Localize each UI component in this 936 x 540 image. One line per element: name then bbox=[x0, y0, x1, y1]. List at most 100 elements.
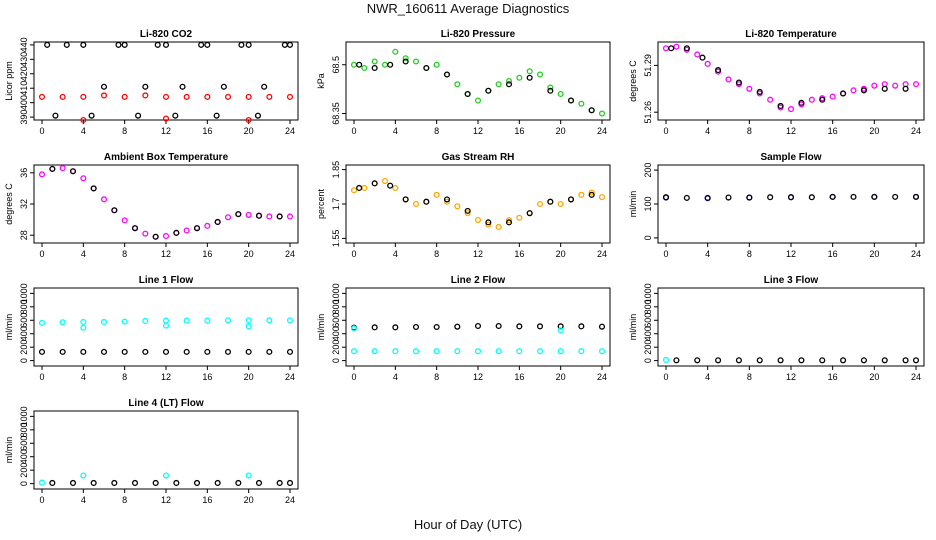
y-tick-label: 400 bbox=[19, 95, 29, 110]
y-tick-label: 1.7 bbox=[331, 198, 341, 211]
y-tick-label: 68.35 bbox=[331, 102, 341, 125]
y-axis-label: degrees C bbox=[4, 183, 14, 225]
x-tick-label: 24 bbox=[285, 249, 295, 259]
x-tick-label: 24 bbox=[911, 126, 921, 136]
data-point bbox=[59, 165, 66, 172]
data-point bbox=[662, 45, 670, 52]
data-point bbox=[881, 85, 888, 92]
x-tick-label: 0 bbox=[663, 249, 668, 259]
data-point bbox=[173, 229, 180, 236]
y-tick-label: 1000 bbox=[331, 283, 341, 303]
plot-frame bbox=[33, 41, 299, 121]
data-point bbox=[850, 193, 857, 200]
x-tick-label: 20 bbox=[556, 126, 566, 136]
data-point bbox=[402, 196, 409, 203]
x-tick-label: 12 bbox=[161, 249, 171, 259]
data-point bbox=[286, 317, 294, 324]
data-point bbox=[38, 319, 46, 327]
data-point bbox=[80, 472, 87, 479]
x-tick-label: 0 bbox=[663, 126, 668, 136]
y-tick-label: 600 bbox=[19, 313, 29, 328]
data-point bbox=[798, 99, 805, 106]
data-point bbox=[276, 479, 283, 486]
data-point bbox=[361, 64, 368, 72]
y-tick-label: 200 bbox=[643, 340, 653, 355]
y-tick-label: 200 bbox=[19, 463, 29, 478]
y-tick-label: 600 bbox=[643, 313, 653, 328]
data-point bbox=[485, 221, 492, 228]
panel-pres: Li-820 Pressure 0 4 8 12 16 20 24 68.35 68.5 kPa bbox=[316, 29, 611, 136]
data-point bbox=[235, 211, 242, 218]
data-point bbox=[567, 196, 575, 203]
data-point bbox=[598, 110, 606, 117]
data-point bbox=[850, 87, 857, 94]
data-point bbox=[668, 45, 675, 52]
y-tick-label: 51.29 bbox=[643, 54, 653, 77]
y-tick-label: 0 bbox=[331, 358, 341, 363]
data-point bbox=[871, 193, 878, 200]
data-point bbox=[474, 348, 482, 355]
x-tick-label: 16 bbox=[202, 126, 212, 136]
data-point bbox=[516, 214, 523, 221]
data-point bbox=[662, 194, 670, 201]
data-point bbox=[735, 357, 742, 364]
data-point bbox=[387, 61, 394, 68]
data-point bbox=[402, 55, 409, 62]
plot-frame bbox=[657, 287, 925, 367]
x-tick-label: 16 bbox=[828, 372, 838, 382]
data-point bbox=[350, 61, 358, 68]
y-axis-label: ml/min bbox=[628, 314, 638, 341]
x-tick-label: 0 bbox=[663, 372, 668, 382]
data-point bbox=[557, 200, 564, 208]
panel-title: Line 1 Flow bbox=[139, 275, 194, 286]
data-point bbox=[154, 41, 161, 48]
data-point bbox=[121, 318, 128, 325]
y-tick-label: 1000 bbox=[19, 283, 29, 303]
plot-frame bbox=[345, 41, 611, 121]
data-point bbox=[819, 357, 826, 364]
data-point bbox=[387, 182, 394, 189]
x-tick-label: 8 bbox=[122, 372, 127, 382]
data-point bbox=[266, 213, 273, 220]
data-point bbox=[63, 41, 70, 48]
data-point bbox=[100, 318, 108, 326]
data-point bbox=[819, 96, 826, 103]
data-point bbox=[381, 178, 389, 185]
panel-temp820: Li-820 Temperature 0 4 8 12 16 20 24 51.26 51.29 d… bbox=[628, 29, 925, 136]
y-tick-label: 200 bbox=[331, 340, 341, 355]
x-tick-label: 0 bbox=[351, 126, 356, 136]
data-point bbox=[52, 112, 59, 119]
data-point bbox=[474, 217, 482, 224]
data-point bbox=[694, 357, 701, 364]
data-point bbox=[860, 357, 867, 364]
data-point bbox=[162, 93, 170, 100]
data-point bbox=[173, 479, 180, 486]
data-point bbox=[892, 193, 899, 200]
x-tick-label: 8 bbox=[747, 372, 752, 382]
panel-title: Line 3 Flow bbox=[764, 275, 819, 286]
data-point bbox=[840, 357, 847, 364]
data-point bbox=[598, 323, 606, 330]
data-point bbox=[505, 81, 513, 88]
x-tick-label: 12 bbox=[161, 126, 171, 136]
y-axis-label: Licor ppm bbox=[4, 61, 14, 101]
data-point bbox=[162, 41, 170, 48]
y-tick-label: 430 bbox=[19, 52, 29, 67]
x-tick-label: 0 bbox=[351, 249, 356, 259]
panel-title: Li-820 Pressure bbox=[441, 29, 516, 40]
x-tick-label: 20 bbox=[244, 126, 254, 136]
y-tick-label: 800 bbox=[331, 299, 341, 314]
data-point bbox=[204, 317, 211, 324]
data-point bbox=[224, 93, 232, 100]
data-point bbox=[88, 112, 95, 119]
data-point bbox=[808, 194, 815, 201]
x-tick-label: 0 bbox=[39, 249, 44, 259]
data-point bbox=[38, 348, 46, 355]
data-point bbox=[162, 348, 170, 355]
y-tick-label: 0 bbox=[643, 235, 653, 240]
data-point bbox=[69, 479, 77, 486]
data-point bbox=[536, 348, 544, 355]
data-point bbox=[214, 218, 221, 225]
x-tick-label: 8 bbox=[747, 249, 752, 259]
x-tick-label: 16 bbox=[514, 372, 524, 382]
